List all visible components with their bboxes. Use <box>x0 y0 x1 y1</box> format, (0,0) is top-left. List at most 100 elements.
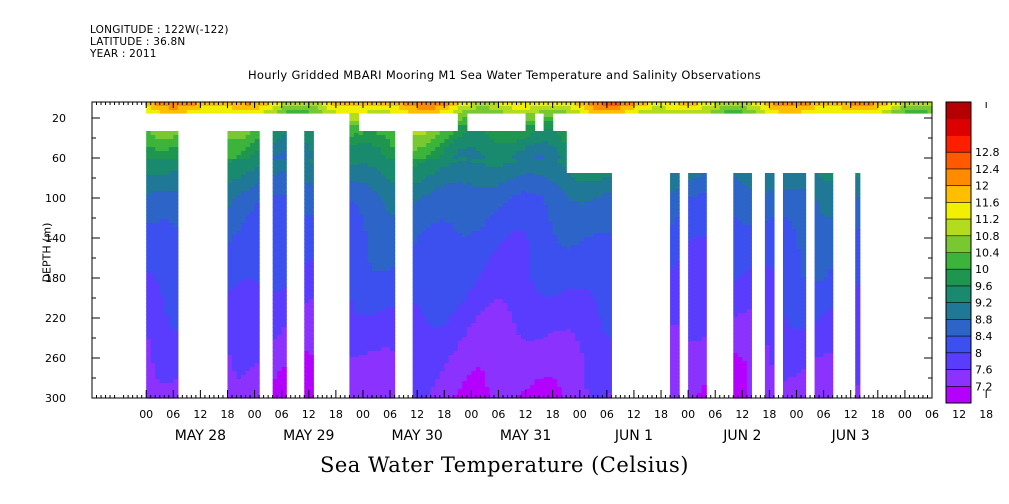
heat-cell <box>426 231 432 236</box>
heat-cell <box>439 303 445 308</box>
heat-cell <box>376 106 382 111</box>
heat-cell <box>579 209 585 214</box>
heat-cell <box>557 375 563 380</box>
heat-cell <box>475 131 481 136</box>
heat-cell <box>448 179 454 184</box>
heat-cell <box>584 110 590 114</box>
heat-cell <box>475 219 481 224</box>
heat-cell <box>557 395 563 399</box>
heat-cell <box>385 371 391 376</box>
heat-cell <box>516 307 522 312</box>
heat-cell <box>430 110 436 114</box>
heat-cell <box>864 110 870 114</box>
heat-cell <box>502 379 509 384</box>
heat-cell <box>512 247 518 252</box>
heat-cell <box>164 135 170 140</box>
heat-cell <box>417 359 423 364</box>
heat-cell <box>349 337 355 342</box>
heat-cell <box>236 263 242 268</box>
heat-cell <box>502 279 509 284</box>
heat-cell <box>254 239 260 244</box>
heat-cell <box>566 269 572 274</box>
heat-cell <box>308 211 314 216</box>
heat-cell <box>159 219 165 224</box>
heat-cell <box>502 163 509 168</box>
heat-cell <box>277 143 283 148</box>
heat-cell <box>525 393 531 398</box>
heat-cell <box>304 295 310 300</box>
heat-cell <box>281 143 287 148</box>
heat-cell <box>502 363 509 368</box>
heat-cell <box>254 151 260 156</box>
heat-cell <box>715 102 721 107</box>
heat-cell <box>502 259 509 264</box>
heat-cell <box>516 327 522 332</box>
heat-cell <box>570 325 576 330</box>
heat-cell <box>254 311 260 316</box>
heat-cell <box>430 159 436 164</box>
heat-cell <box>159 339 165 344</box>
heat-cell <box>367 315 373 320</box>
heat-cell <box>372 106 378 111</box>
heat-cell <box>570 217 576 222</box>
heat-cell <box>155 391 161 396</box>
heat-cell <box>173 347 179 352</box>
heat-cell <box>349 209 355 214</box>
heat-cell <box>530 289 536 294</box>
heat-cell <box>435 355 441 360</box>
heat-cell <box>484 151 491 156</box>
heat-cell <box>435 203 441 208</box>
heat-cell <box>462 197 468 202</box>
heat-cell <box>448 247 454 252</box>
heat-cell <box>493 279 500 284</box>
heat-cell <box>353 189 360 194</box>
heat-cell <box>358 375 364 380</box>
heat-cell <box>173 319 179 324</box>
heat-cell <box>543 185 549 190</box>
heat-cell <box>254 371 260 376</box>
heat-cell <box>232 347 238 352</box>
heat-cell <box>232 110 238 114</box>
heat-cell <box>502 263 509 268</box>
heat-cell <box>254 139 260 144</box>
heat-cell <box>484 243 491 248</box>
heat-cell <box>417 239 423 244</box>
heat-cell <box>471 367 477 372</box>
heat-cell <box>493 131 500 136</box>
heat-cell <box>349 333 355 338</box>
heat-cell <box>367 375 373 380</box>
heat-cell <box>471 131 477 136</box>
heat-cell <box>241 139 247 144</box>
heat-cell <box>236 291 242 296</box>
heat-cell <box>241 203 247 208</box>
heat-cell <box>502 235 509 240</box>
heat-cell <box>362 183 369 188</box>
heat-cell <box>390 203 396 208</box>
heat-cell <box>435 375 441 380</box>
heat-cell <box>453 259 459 264</box>
heat-cell <box>489 255 495 260</box>
heat-cell <box>448 106 454 111</box>
heat-cell <box>250 219 256 224</box>
heat-cell <box>493 327 500 332</box>
heat-cell <box>367 327 373 332</box>
heat-cell <box>417 106 423 111</box>
heat-cell <box>417 303 423 308</box>
heat-cell <box>462 137 468 142</box>
heat-cell <box>241 295 247 300</box>
heat-cell <box>236 279 242 284</box>
heat-cell <box>173 375 179 380</box>
heat-cell <box>227 159 233 164</box>
heat-cell <box>385 110 391 114</box>
heat-cell <box>353 349 360 354</box>
heat-cell <box>742 106 748 111</box>
heat-cell <box>557 363 563 368</box>
heat-cell <box>245 110 251 114</box>
heat-cell <box>570 225 576 230</box>
heat-cell <box>435 311 441 316</box>
heat-cell <box>489 379 495 384</box>
heat-cell <box>498 363 504 368</box>
heat-cell <box>308 163 314 168</box>
heat-cell <box>236 355 242 360</box>
heat-cell <box>489 159 495 164</box>
